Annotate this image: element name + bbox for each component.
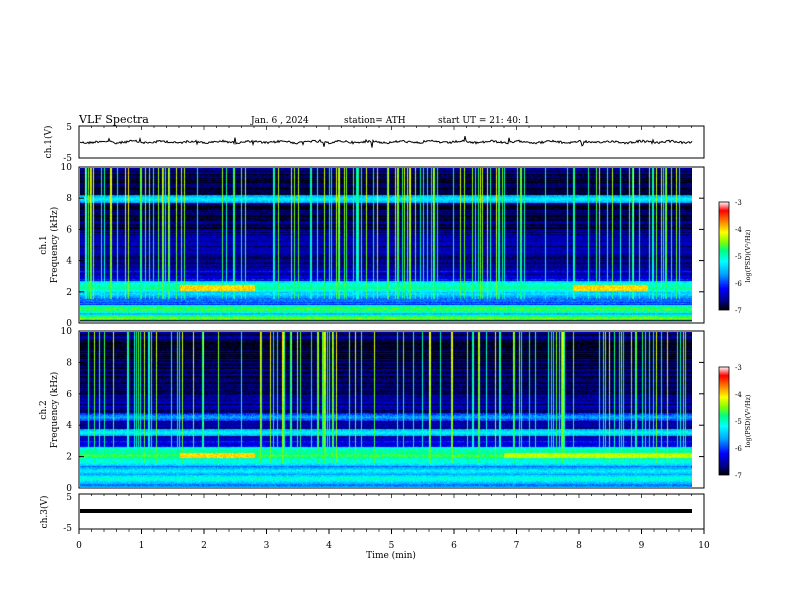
ch3-waveform-panel: 5 -5 ch.3(V)	[39, 493, 705, 534]
ch1-ylabel-frequency: Frequency (kHz)	[49, 207, 60, 284]
xtick-label: 9	[639, 541, 645, 551]
ch2-cbar-tick-m4: -4	[735, 391, 742, 399]
ytick-label: 0	[66, 319, 72, 329]
ch1-waveform-ticks	[78, 126, 705, 130]
ch3-ytick-top: 5	[66, 493, 72, 503]
ch1-spectrogram-panel: 0 2 4 6 8 10 ch.1 Frequency (kHz)	[39, 163, 705, 329]
xtick-label: 0	[76, 541, 82, 551]
ch2-cbar-tick-m6: -6	[735, 445, 742, 453]
ytick-label: 4	[66, 421, 72, 431]
ch2-colorbar-label: log(PSD)(V²/Hz)	[744, 394, 752, 447]
ch1-spectrogram-image	[80, 168, 692, 322]
xtick-label: 10	[698, 541, 710, 551]
ch1-cbar-tick-m6: -6	[735, 280, 742, 288]
ch1-ylabel: ch.1(V)	[43, 126, 54, 159]
ch2-cbar-tick-m5: -5	[735, 418, 742, 426]
xtick-label: 8	[576, 541, 582, 551]
time-axis: 0 1 2 3 4 5 6 7 8 9 10	[76, 529, 710, 551]
xtick-label: 2	[201, 541, 207, 551]
ch1-cbar-tick-m3: -3	[735, 199, 742, 207]
ch3-ytick-bottom: -5	[63, 524, 72, 534]
ch3-ylabel: ch.3(V)	[39, 496, 50, 529]
date-label: Jan. 6 , 2024	[250, 116, 309, 126]
xtick-label: 5	[389, 541, 395, 551]
ytick-label: 4	[66, 257, 72, 267]
ch1-cbar-tick-m4: -4	[735, 226, 742, 234]
station-label: station= ATH	[344, 116, 406, 126]
ytick-label: 8	[66, 194, 72, 204]
ch1-cbar-tick-m7: -7	[735, 307, 742, 315]
ytick-label: 0	[66, 484, 72, 494]
ch2-spectrogram-image	[80, 332, 692, 487]
ytick-label: 6	[66, 390, 72, 400]
ch1-ytick-top: 5	[66, 123, 72, 133]
ch1-ylabel-channel: ch.1	[39, 235, 49, 254]
ytick-label: 2	[66, 288, 72, 298]
xaxis-label: Time (min)	[366, 550, 416, 561]
ch1-waveform-trace	[79, 135, 693, 148]
ch2-cbar-tick-m7: -7	[735, 472, 742, 480]
ch1-waveform-panel: 5 -5 ch.1(V)	[43, 123, 705, 164]
ch2-colorbar-bar	[718, 366, 730, 476]
ytick-label: 6	[66, 225, 72, 235]
ytick-label: 2	[66, 453, 72, 463]
ch2-spectrogram-yaxis: 0 2 4 6 8 10	[61, 327, 704, 494]
ch2-colorbar: -3 -4 -5 -6 -7 log(PSD)(V²/Hz)	[718, 364, 752, 480]
start-time-label: start UT = 21: 40: 1	[438, 116, 530, 126]
ch2-spectrogram-panel: 0 2 4 6 8 10 ch.2 Frequency (kHz)	[39, 327, 705, 494]
xtick-label: 7	[514, 541, 520, 551]
ch3-waveform-ticks	[78, 494, 705, 498]
ch1-ytick-bottom: -5	[63, 154, 72, 164]
ytick-label: 8	[66, 358, 72, 368]
ch1-cbar-tick-m5: -5	[735, 253, 742, 261]
ch2-ylabel-frequency: Frequency (kHz)	[49, 372, 60, 449]
xtick-label: 4	[326, 541, 332, 551]
xtick-label: 3	[264, 541, 270, 551]
ch1-colorbar: -3 -4 -5 -6 -7 log(PSD)(V²/Hz)	[718, 199, 752, 315]
ch2-cbar-tick-m3: -3	[735, 364, 742, 372]
ch1-colorbar-label: log(PSD)(V²/Hz)	[744, 229, 752, 282]
ytick-label: 10	[61, 163, 73, 173]
ytick-label: 10	[61, 327, 73, 337]
xtick-label: 6	[451, 541, 457, 551]
ch1-colorbar-bar	[718, 201, 730, 311]
figure-title: VLF Spectra	[78, 113, 149, 126]
ch2-ylabel-channel: ch.2	[39, 400, 49, 419]
xtick-label: 1	[139, 541, 145, 551]
ch1-spectrogram-yaxis: 0 2 4 6 8 10	[61, 163, 704, 329]
